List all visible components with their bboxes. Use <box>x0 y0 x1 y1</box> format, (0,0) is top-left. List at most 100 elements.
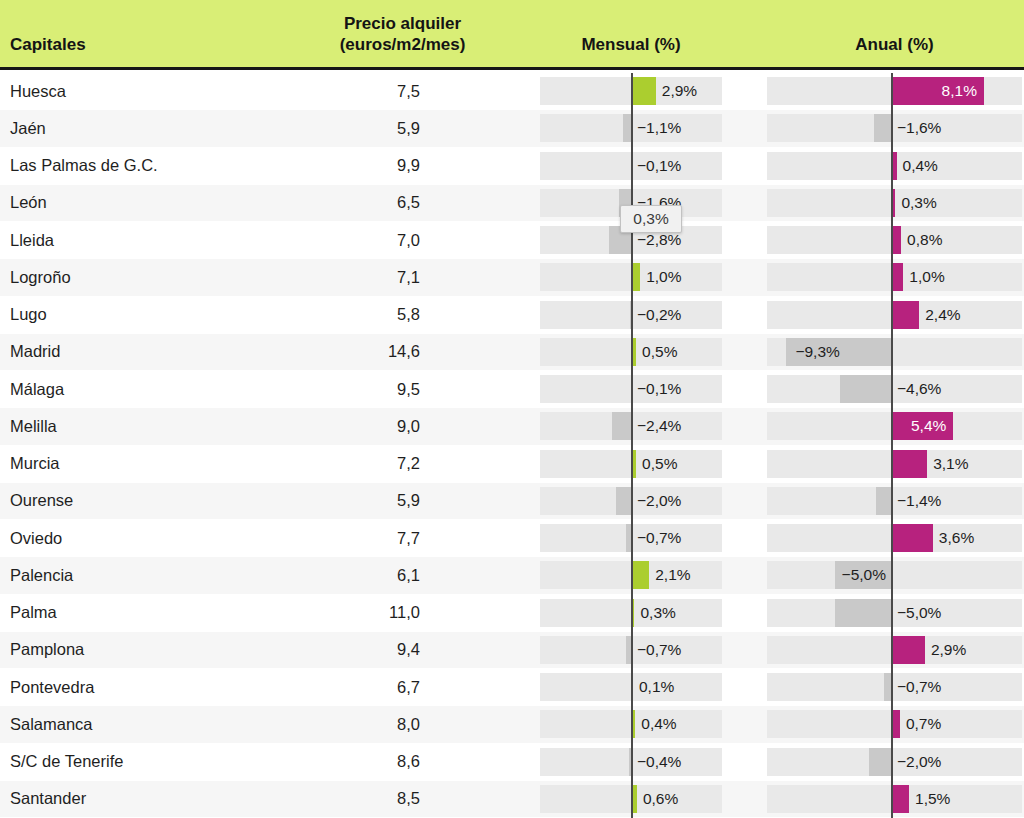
column-header-precio-line1: Precio alquiler <box>295 13 510 34</box>
table-row[interactable]: Jaén 5,9 −1,1% −1,6% <box>0 109 1024 147</box>
column-header-mensual: Mensual (%) <box>540 34 722 55</box>
mensual-bar <box>616 487 632 515</box>
precio-value: 9,9 <box>330 148 420 184</box>
anual-bar-label: −1,4% <box>897 483 941 519</box>
mensual-bar-label: 0,6% <box>643 781 678 817</box>
mensual-bar-label: 1,0% <box>646 259 681 295</box>
mensual-bar <box>632 263 640 291</box>
anual-bar-track <box>767 785 1022 813</box>
anual-bar-track <box>767 561 1022 589</box>
anual-bar <box>892 524 933 552</box>
mensual-bar-label: 0,4% <box>641 706 676 742</box>
table-row[interactable]: Pamplona 9,4 −0,7% 2,9% <box>0 631 1024 669</box>
anual-bar-label: 8,1% <box>942 73 977 109</box>
anual-bar-track <box>767 263 1022 291</box>
mensual-bar <box>632 77 656 105</box>
table-row[interactable]: Logroño 7,1 1,0% 1,0% <box>0 258 1024 296</box>
anual-bar-label: 1,5% <box>915 781 950 817</box>
table-row[interactable]: Pontevedra 6,7 0,1% −0,7% <box>0 669 1024 705</box>
capital-name: León <box>10 185 47 221</box>
anual-bar-label: 0,3% <box>901 185 936 221</box>
anual-bar <box>892 636 925 664</box>
table-row[interactable]: Málaga 9,5 −0,1% −4,6% <box>0 371 1024 407</box>
anual-bar-label: −1,6% <box>897 110 941 146</box>
table-row[interactable]: S/C de Tenerife 8,6 −0,4% −2,0% <box>0 744 1024 780</box>
table-row[interactable]: Oviedo 7,7 −0,7% 3,6% <box>0 520 1024 556</box>
table-body: Huesca 7,5 2,9% 8,1% Jaén 5,9 −1,1% −1,6… <box>0 73 1024 818</box>
capital-name: Melilla <box>10 408 57 444</box>
precio-value: 7,1 <box>330 259 420 295</box>
anual-bar-label: −4,6% <box>897 371 941 407</box>
table-row[interactable]: Salamanca 8,0 0,4% 0,7% <box>0 705 1024 743</box>
precio-value: 8,5 <box>330 781 420 817</box>
mensual-bar-label: −0,4% <box>637 744 681 780</box>
anual-bar-track <box>767 226 1022 254</box>
capital-name: Huesca <box>10 73 66 109</box>
anual-bar <box>876 487 892 515</box>
capital-name: Palma <box>10 595 57 631</box>
anual-bar-label: 3,1% <box>933 446 968 482</box>
anual-bar-track <box>767 673 1022 701</box>
anual-bar-label: 0,4% <box>903 148 938 184</box>
anual-bar-track <box>767 375 1022 403</box>
mensual-bar-label: −0,1% <box>637 371 681 407</box>
capital-name: Madrid <box>10 334 60 370</box>
mensual-bar-label: −0,7% <box>637 520 681 556</box>
anual-bar <box>892 301 919 329</box>
precio-value: 6,5 <box>330 185 420 221</box>
table-row[interactable]: Palma 11,0 0,3% −5,0% <box>0 595 1024 631</box>
anual-bar-track <box>767 189 1022 217</box>
table-row[interactable]: Murcia 7,2 0,5% 3,1% <box>0 446 1024 482</box>
anual-bar-label: −5,0% <box>842 557 886 593</box>
capital-name: Lugo <box>10 297 47 333</box>
anual-bar-label: −5,0% <box>897 595 941 631</box>
table-row[interactable]: Ourense 5,9 −2,0% −1,4% <box>0 482 1024 520</box>
table-row[interactable]: Lugo 5,8 −0,2% 2,4% <box>0 297 1024 333</box>
precio-value: 8,6 <box>330 744 420 780</box>
precio-value: 7,7 <box>330 520 420 556</box>
table-row[interactable]: Santander 8,5 0,6% 1,5% <box>0 780 1024 818</box>
table-row[interactable]: Palencia 6,1 2,1% −5,0% <box>0 556 1024 594</box>
anual-bar <box>892 263 903 291</box>
anual-bar-label: 2,9% <box>931 632 966 668</box>
anual-bar-track <box>767 524 1022 552</box>
anual-bar-track <box>767 301 1022 329</box>
capital-name: Málaga <box>10 371 64 407</box>
column-header-precio-line2: (euros/m2/mes) <box>295 34 510 55</box>
table-row[interactable]: León 6,5 −1,6% 0,3% <box>0 184 1024 222</box>
capital-name: Pontevedra <box>10 669 94 705</box>
anual-bar-track <box>767 450 1022 478</box>
anual-bar-label: 0,7% <box>906 706 941 742</box>
table-row[interactable]: Madrid 14,6 0,5% −9,3% <box>0 333 1024 371</box>
precio-value: 8,0 <box>330 706 420 742</box>
anual-bar-track <box>767 77 1022 105</box>
precio-value: 9,0 <box>330 408 420 444</box>
anual-bar-label: 5,4% <box>911 408 946 444</box>
mensual-bar <box>632 561 649 589</box>
mensual-bar-label: −0,7% <box>637 632 681 668</box>
mensual-bar-label: −2,0% <box>637 483 681 519</box>
mensual-bar-label: 2,9% <box>662 73 697 109</box>
anual-bar-track <box>767 710 1022 738</box>
anual-bar <box>892 785 909 813</box>
mensual-bar-label: 0,3% <box>640 595 675 631</box>
anual-bar-track <box>767 114 1022 142</box>
precio-value: 5,9 <box>330 110 420 146</box>
anual-bar <box>892 450 927 478</box>
hover-tooltip-value: 0,3% <box>633 210 668 228</box>
precio-value: 11,0 <box>330 595 420 631</box>
mensual-bar-label: 0,5% <box>642 334 677 370</box>
capital-name: Logroño <box>10 259 71 295</box>
precio-value: 7,2 <box>330 446 420 482</box>
table-row[interactable]: Melilla 9,0 −2,4% 5,4% <box>0 407 1024 445</box>
anual-bar-track <box>767 748 1022 776</box>
anual-zero-axis-line <box>891 73 893 818</box>
table-row[interactable]: Las Palmas de G.C. 9,9 −0,1% 0,4% <box>0 148 1024 184</box>
mensual-bar-label: −1,1% <box>637 110 681 146</box>
rent-price-table: Capitales Precio alquiler (euros/m2/mes)… <box>0 0 1024 818</box>
table-row[interactable]: Huesca 7,5 2,9% 8,1% <box>0 73 1024 109</box>
mensual-bar-label: −0,2% <box>637 297 681 333</box>
table-row[interactable]: Lleida 7,0 −2,8% 0,8% <box>0 222 1024 258</box>
capital-name: S/C de Tenerife <box>10 744 123 780</box>
anual-bar <box>874 114 892 142</box>
